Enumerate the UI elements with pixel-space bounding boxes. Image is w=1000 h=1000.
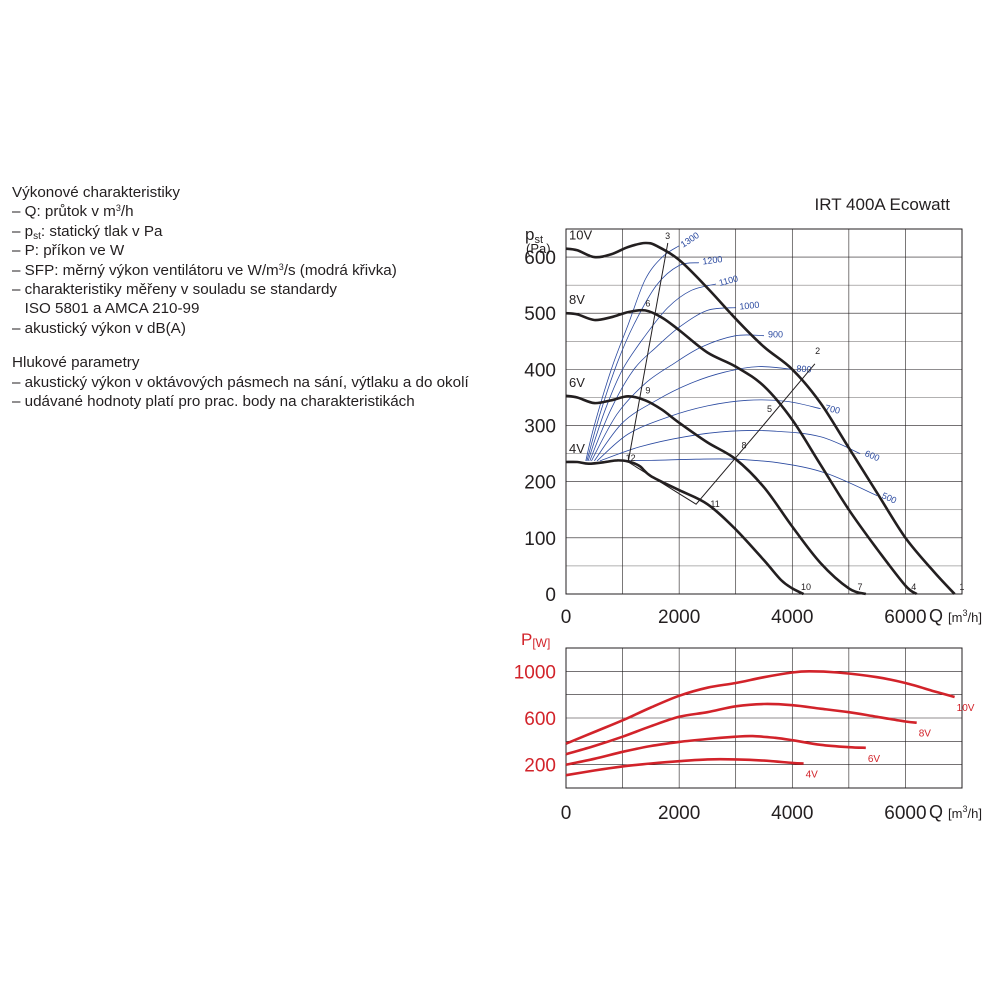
- chart-title: IRT 400A Ecowatt: [815, 195, 951, 214]
- section-title-noise: Hlukové parametry: [12, 354, 140, 372]
- x-tick-label: 0: [561, 803, 572, 824]
- x-axis-label: Q [m3/h]: [929, 606, 982, 626]
- operating-point-label: 4: [911, 582, 916, 592]
- series-label: 4V: [569, 441, 585, 456]
- operating-point-label: 6: [645, 298, 650, 308]
- sfp-label: 1100: [718, 273, 739, 288]
- series-label: 6V: [569, 375, 585, 390]
- operating-point-label: 2: [815, 346, 820, 356]
- operating-point-label: 9: [645, 385, 650, 395]
- sfp-curve: [599, 430, 861, 462]
- y-axis-unit: (Pa): [526, 241, 551, 256]
- sfp-label: 800: [796, 363, 812, 374]
- series-label: 8V: [569, 292, 585, 307]
- x-tick-label: 2000: [658, 803, 700, 824]
- sfp-curve: [587, 283, 717, 462]
- operating-point-label: 8: [742, 440, 747, 450]
- operating-point-line: [627, 242, 669, 463]
- note-line: – P: příkon ve W: [12, 242, 125, 260]
- power-curve: [565, 670, 955, 745]
- note-line: – akustický výkon v oktávových pásmech n…: [12, 373, 469, 391]
- y-tick-label: 0: [545, 585, 556, 606]
- fan-curve: [565, 308, 918, 596]
- sfp-curve: [591, 334, 765, 462]
- y-tick-label: 500: [524, 304, 556, 325]
- operating-point-label: 5: [767, 404, 772, 414]
- x-tick-label: 4000: [771, 803, 813, 824]
- operating-point-label: 12: [626, 453, 636, 463]
- y-tick-label: 100: [524, 529, 556, 550]
- x-axis-label: Q [m3/h]: [929, 802, 982, 822]
- y-tick-label: 200: [524, 756, 556, 777]
- power-curve: [565, 702, 917, 756]
- series-label: 8V: [919, 729, 932, 740]
- note-line: – SFP: měrný výkon ventilátoru ve W/m3/s…: [12, 261, 397, 279]
- x-tick-label: 4000: [771, 607, 813, 628]
- legend-notes: Výkonové charakteristiky – Q: průtok v m…: [12, 183, 492, 411]
- sfp-label: 900: [768, 330, 783, 340]
- note-line: – charakteristiky měřeny v souladu se st…: [12, 281, 337, 299]
- y-tick-label: 600: [524, 709, 556, 730]
- x-tick-label: 6000: [884, 803, 926, 824]
- fan-curve: [565, 241, 956, 595]
- plot-frame: [565, 228, 963, 595]
- fan-curve: [565, 394, 867, 596]
- y-tick-label: 300: [524, 417, 556, 438]
- sfp-label: 1200: [702, 254, 723, 267]
- fan-curve: [565, 459, 805, 596]
- power-curve: [565, 757, 804, 777]
- sfp-curve: [596, 399, 821, 462]
- note-line: – udávané hodnoty platí pro prac. body n…: [12, 393, 415, 411]
- y-tick-label: 600: [524, 248, 556, 269]
- sfp-label: 600: [863, 448, 881, 463]
- section-title-performance: Výkonové charakteristiky: [12, 184, 180, 201]
- operating-point-label: 11: [710, 499, 719, 509]
- sfp-curve: [585, 245, 680, 461]
- note-line: – Q: průtok v m3/h: [12, 203, 134, 221]
- series-label: 10V: [957, 703, 975, 714]
- y-tick-label: 200: [524, 473, 556, 494]
- note-line: – akustický výkon v dB(A): [12, 319, 186, 337]
- x-tick-label: 0: [561, 607, 572, 628]
- y-tick-label: 1000: [514, 662, 556, 683]
- operating-point-label: 10: [801, 582, 811, 592]
- series-label: 6V: [868, 754, 881, 765]
- sfp-label: 1000: [739, 300, 760, 312]
- x-tick-label: 2000: [658, 607, 700, 628]
- operating-point-label: 3: [665, 231, 670, 241]
- sfp-label: 1300: [679, 230, 701, 249]
- sfp-curve: [593, 366, 793, 462]
- y-tick-label: 400: [524, 360, 556, 381]
- power-curve: [565, 734, 866, 766]
- operating-point-label: 7: [858, 582, 863, 592]
- sfp-curve: [589, 307, 736, 462]
- plot-frame: [565, 647, 963, 789]
- note-line: – pst: statický tlak v Pa: [12, 222, 163, 242]
- operating-point-label: 1: [959, 582, 964, 592]
- sfp-curve: [586, 262, 699, 462]
- series-label: 10V: [569, 228, 592, 243]
- series-label: 4V: [806, 770, 819, 781]
- note-line: ISO 5801 a AMCA 210-99: [12, 300, 200, 318]
- y-axis-label: P[W]: [521, 630, 550, 650]
- x-tick-label: 6000: [884, 607, 926, 628]
- operating-point-line: [627, 363, 816, 505]
